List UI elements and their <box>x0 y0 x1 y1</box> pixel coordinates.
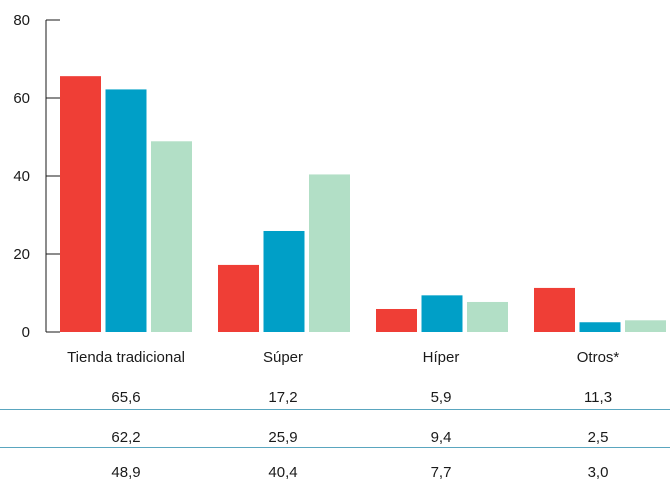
table-cell: 2,5 <box>588 429 609 446</box>
bar <box>376 308 417 332</box>
category-labels: Tienda tradicional Súper Híper Otros* <box>67 349 619 366</box>
table-cell: 7,7 <box>431 464 452 481</box>
y-tick-label: 20 <box>13 246 30 263</box>
bar <box>60 76 101 332</box>
table-cell: 48,9 <box>111 464 140 481</box>
bar <box>579 322 621 332</box>
table-cell: 62,2 <box>111 429 140 446</box>
table-cell: 11,3 <box>584 389 612 406</box>
table-cell: 65,6 <box>111 389 140 406</box>
bar <box>151 141 192 332</box>
y-axis: 0 20 40 60 80 <box>13 12 60 341</box>
table-cell: 25,9 <box>268 429 297 446</box>
table-cell: 5,9 <box>431 389 452 406</box>
table-cell: 17,2 <box>268 389 297 406</box>
bar <box>625 320 666 332</box>
bar <box>534 287 575 332</box>
table-cell: 40,4 <box>268 464 297 481</box>
bar <box>467 301 508 332</box>
x-category-label: Súper <box>263 349 303 366</box>
table-cell: 3,0 <box>588 464 609 481</box>
data-table: 65,6 17,2 5,9 11,3 62,2 25,9 9,4 2,5 48,9 40,4 7,7… <box>0 389 670 481</box>
y-tick-label: 0 <box>22 324 30 341</box>
bar <box>309 174 350 332</box>
x-category-label: Tienda tradicional <box>67 349 185 366</box>
bars <box>60 76 666 332</box>
table-cell: 9,4 <box>431 429 452 446</box>
bar <box>421 295 463 332</box>
y-tick-label: 40 <box>13 168 30 185</box>
y-tick-label: 80 <box>13 12 30 29</box>
bar <box>218 264 259 332</box>
bar <box>105 89 147 332</box>
x-category-label: Híper <box>423 349 460 366</box>
bar <box>263 230 305 332</box>
x-category-label: Otros* <box>577 349 620 366</box>
y-tick-label: 60 <box>13 90 30 107</box>
